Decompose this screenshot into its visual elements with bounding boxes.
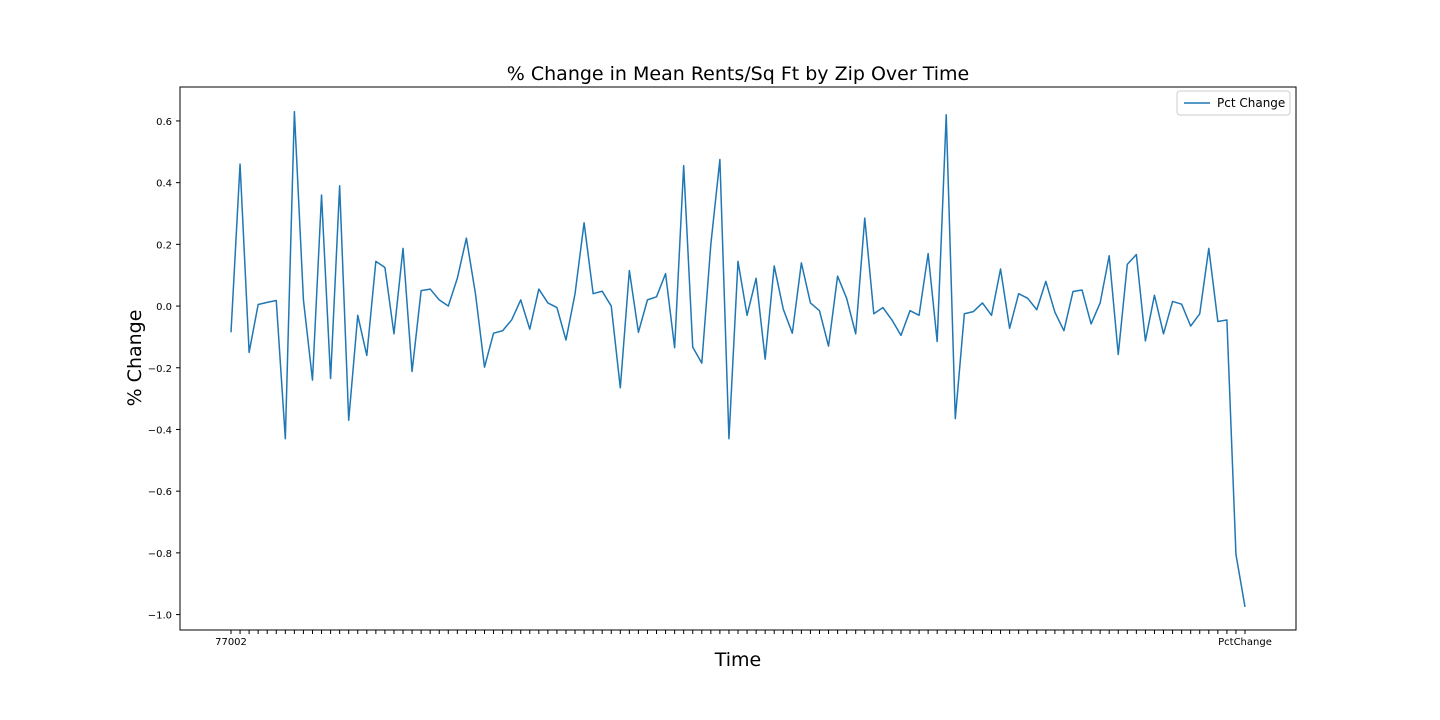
y-tick-label: 0.4 [156, 179, 172, 190]
y-axis: −1.0 −0.8 −0.6 −0.4 −0.2 0.0 0.2 0.4 0.6 [148, 117, 180, 622]
legend-label: Pct Change [1217, 96, 1285, 110]
legend: Pct Change [1176, 90, 1291, 116]
y-tick-label: −0.2 [148, 364, 172, 375]
y-tick-label: −0.6 [148, 487, 172, 498]
x-axis-label: Time [714, 649, 762, 671]
x-tick-label-first: 77002 [215, 637, 247, 648]
y-axis-label: % Change [124, 310, 146, 407]
legend-box [1176, 90, 1291, 116]
y-tick-label: 0.6 [156, 117, 172, 128]
y-tick-label: −1.0 [148, 611, 172, 622]
x-axis: 77002 PctChange [215, 630, 1272, 648]
x-tick-label-last: PctChange [1218, 637, 1272, 648]
y-tick-label: −0.8 [148, 549, 172, 560]
y-tick-label: −0.4 [148, 425, 172, 436]
y-tick-label: 0.2 [156, 240, 172, 251]
chart-title: % Change in Mean Rents/Sq Ft by Zip Over… [507, 63, 969, 85]
series-line-pct-change [230, 110, 1246, 607]
y-tick-label: 0.0 [156, 302, 172, 313]
plot-area [179, 86, 1297, 631]
